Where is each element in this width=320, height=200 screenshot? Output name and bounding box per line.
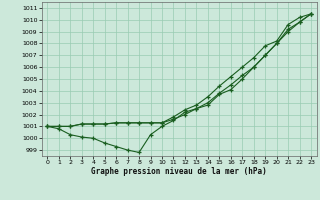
X-axis label: Graphe pression niveau de la mer (hPa): Graphe pression niveau de la mer (hPa) (91, 167, 267, 176)
